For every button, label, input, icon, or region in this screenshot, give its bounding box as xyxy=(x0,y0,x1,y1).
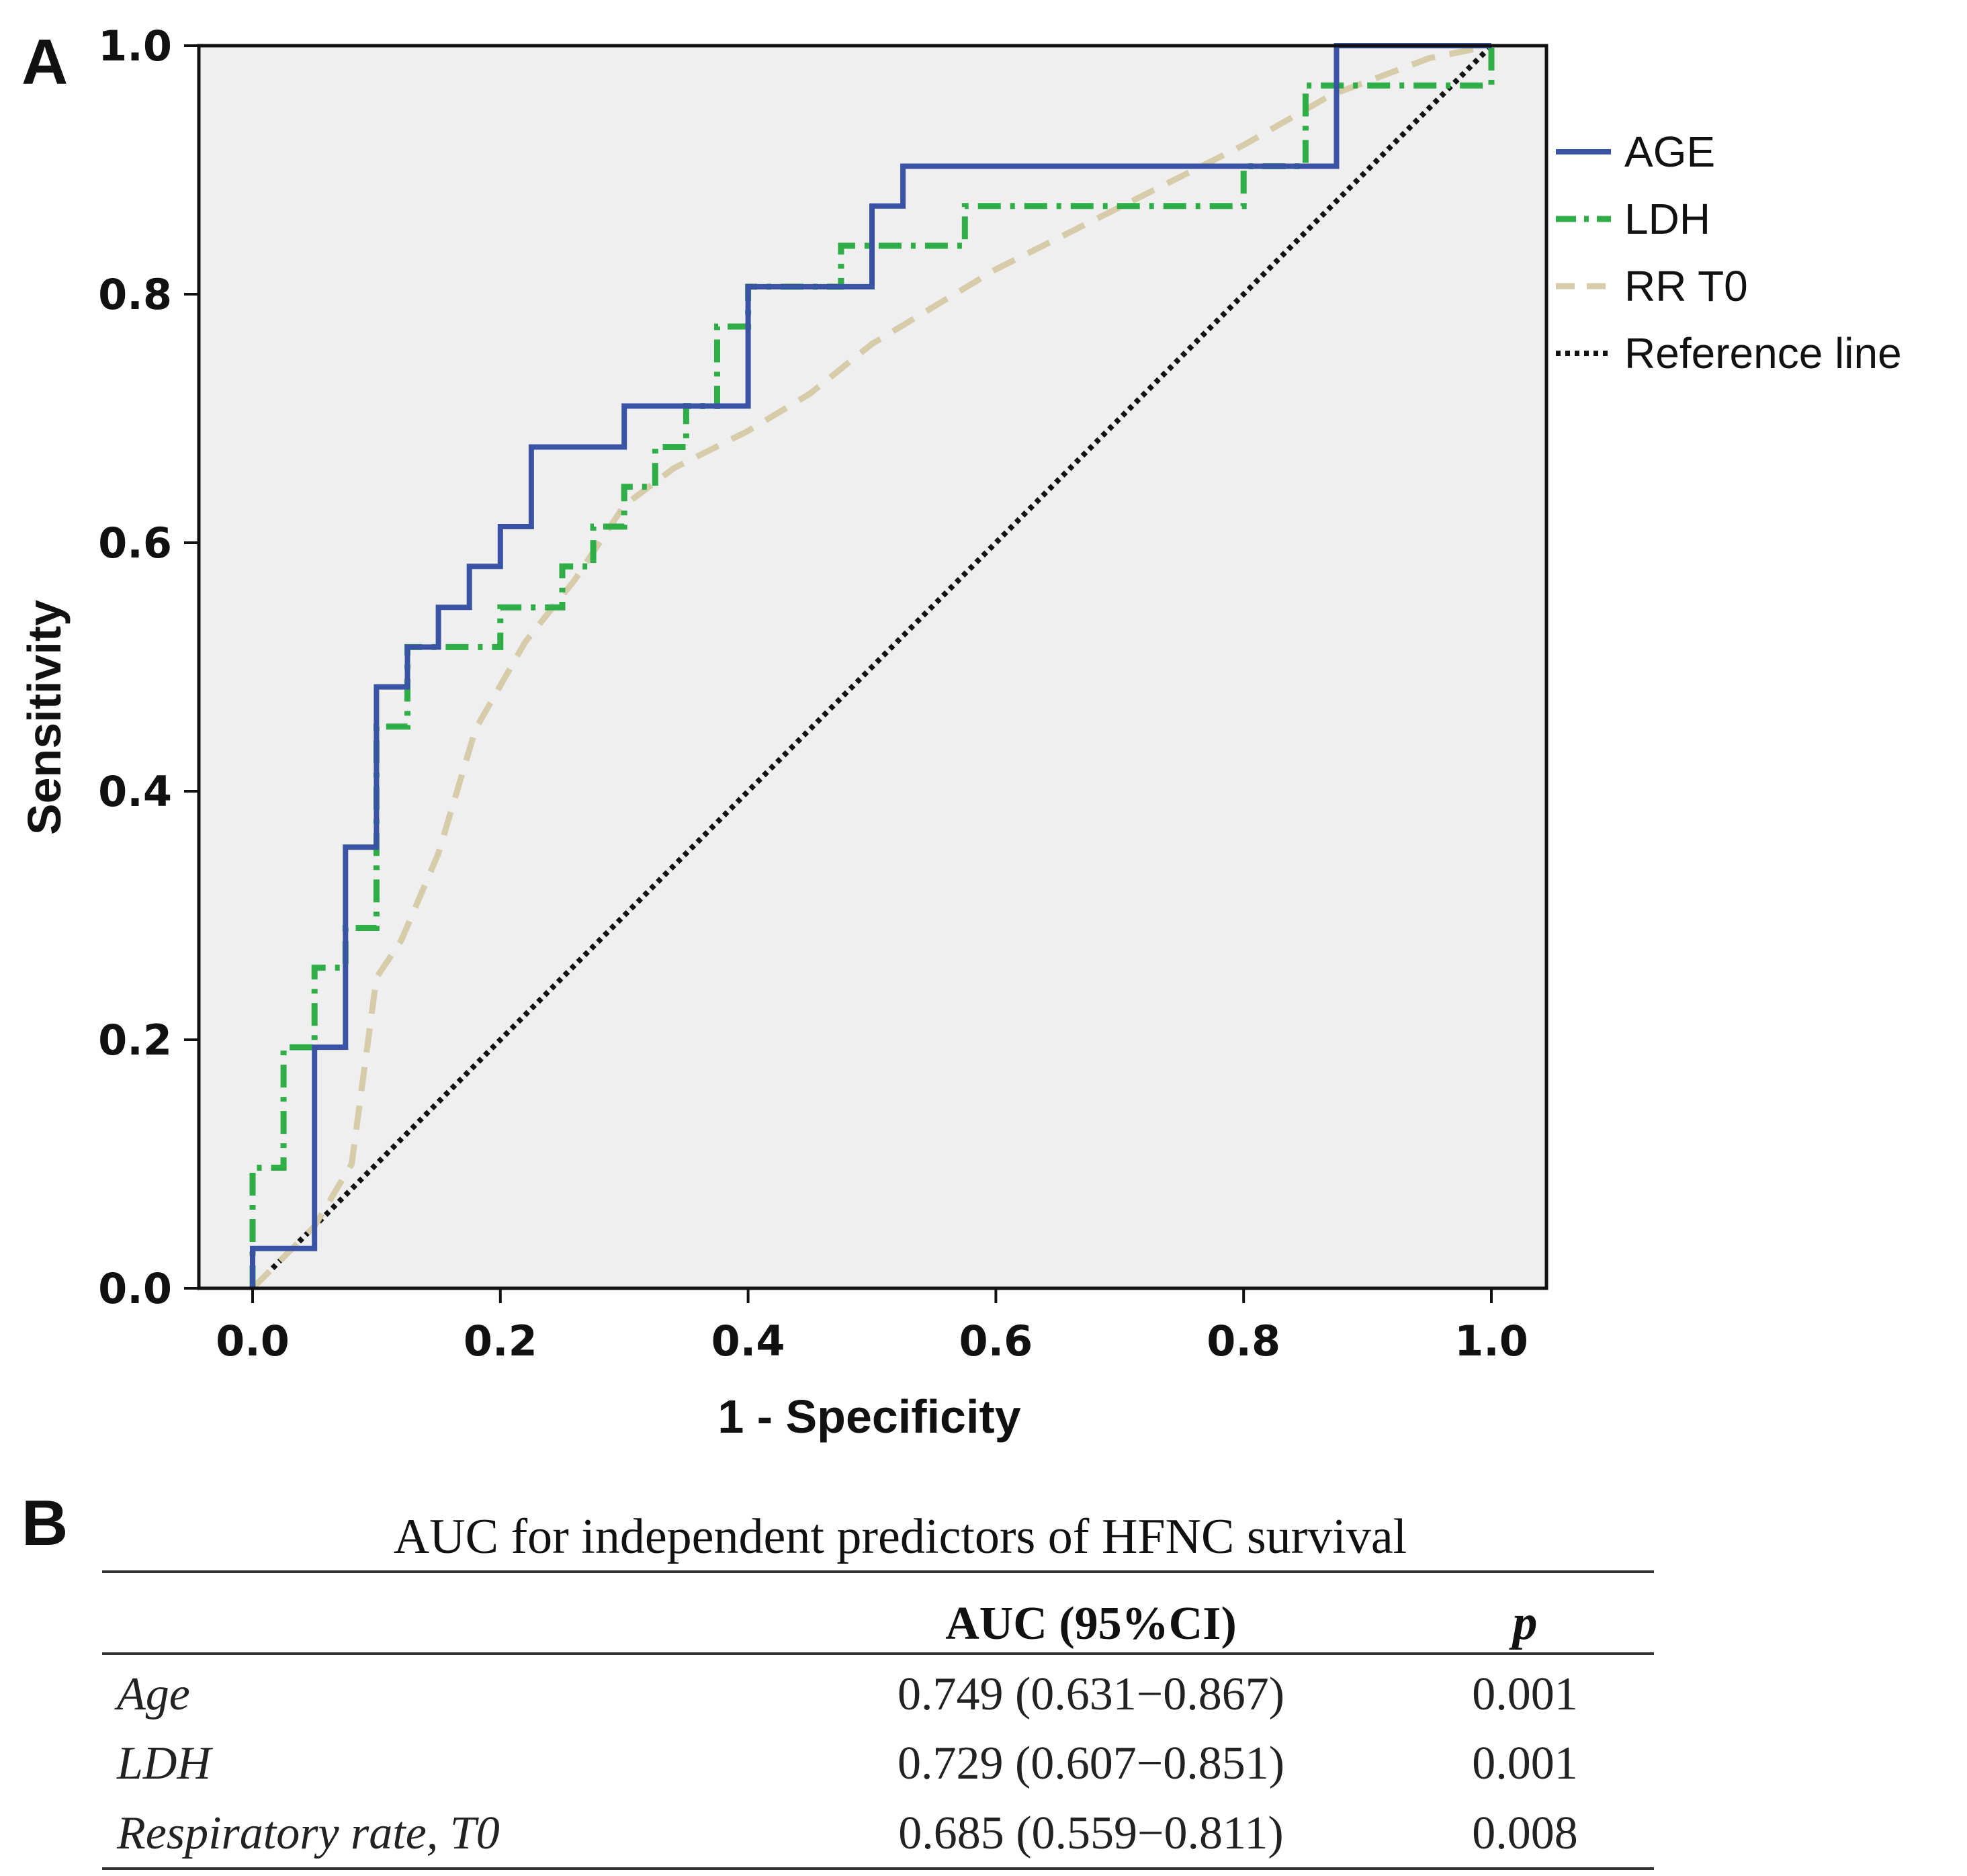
y-tick-label: 0.8 xyxy=(98,270,172,319)
y-tick-label: 0.4 xyxy=(98,767,172,816)
panel-a-label: A xyxy=(21,26,68,98)
legend-label-rr-t0: RR T0 xyxy=(1624,262,1748,310)
row-p-respiratory-rate: 0.008 xyxy=(1472,1807,1578,1859)
table-title: AUC for independent predictors of HFNC s… xyxy=(394,1509,1407,1564)
series-layer xyxy=(249,42,1495,1291)
y-tick-label: 0.0 xyxy=(98,1264,172,1313)
y-tick-label: 1.0 xyxy=(98,21,172,71)
row-label-respiratory-rate: Respiratory rate, T0 xyxy=(116,1807,500,1859)
roc-chart: 0.0 0.2 0.4 0.6 0.8 1.0 0.0 0.2 0.4 0.6 0.8 1.0 1 … xyxy=(18,21,1902,1443)
x-tick-label: 1.0 xyxy=(1454,1316,1528,1366)
column-header-auc: AUC (95%CI) xyxy=(945,1598,1237,1650)
auc-table: AUC for independent predictors of HFNC s… xyxy=(102,1509,1654,1870)
row-auc-age: 0.749 (0.631−0.867) xyxy=(898,1668,1284,1720)
series-line-rr-t0 xyxy=(250,42,1492,1291)
row-p-age: 0.001 xyxy=(1472,1668,1578,1720)
legend-label-ldh: LDH xyxy=(1624,195,1710,243)
x-tick-label: 0.2 xyxy=(464,1316,537,1366)
legend: AGE LDH RR T0 Reference line xyxy=(1556,128,1902,377)
row-auc-respiratory-rate: 0.685 (0.559−0.811) xyxy=(898,1807,1284,1859)
row-label-age: Age xyxy=(114,1668,190,1720)
row-auc-ldh: 0.729 (0.607−0.851) xyxy=(898,1738,1284,1789)
y-axis: 0.0 0.2 0.4 0.6 0.8 1.0 xyxy=(98,21,199,1313)
x-axis-title: 1 - Specificity xyxy=(717,1390,1020,1443)
x-tick-label: 0.6 xyxy=(959,1316,1033,1366)
y-tick-label: 0.6 xyxy=(98,519,172,568)
legend-label-age: AGE xyxy=(1624,128,1715,176)
row-p-ldh: 0.001 xyxy=(1472,1738,1578,1789)
y-tick-label: 0.2 xyxy=(98,1016,172,1065)
x-tick-label: 0.8 xyxy=(1207,1316,1280,1366)
series-line-age xyxy=(250,43,1491,1288)
legend-label-reference-line: Reference line xyxy=(1624,329,1902,377)
panel-b-label: B xyxy=(21,1487,68,1559)
x-tick-label: 0.4 xyxy=(711,1316,785,1366)
series-line-ldh xyxy=(249,46,1495,1288)
x-axis: 0.0 0.2 0.4 0.6 0.8 1.0 xyxy=(216,1288,1528,1366)
plot-frame xyxy=(197,44,1548,1290)
column-header-p: p xyxy=(1509,1595,1538,1650)
series-line-reference-line xyxy=(251,44,1493,1290)
x-tick-label: 0.0 xyxy=(216,1316,290,1366)
y-axis-title: Sensitivity xyxy=(18,600,71,835)
row-label-ldh: LDH xyxy=(116,1738,213,1789)
